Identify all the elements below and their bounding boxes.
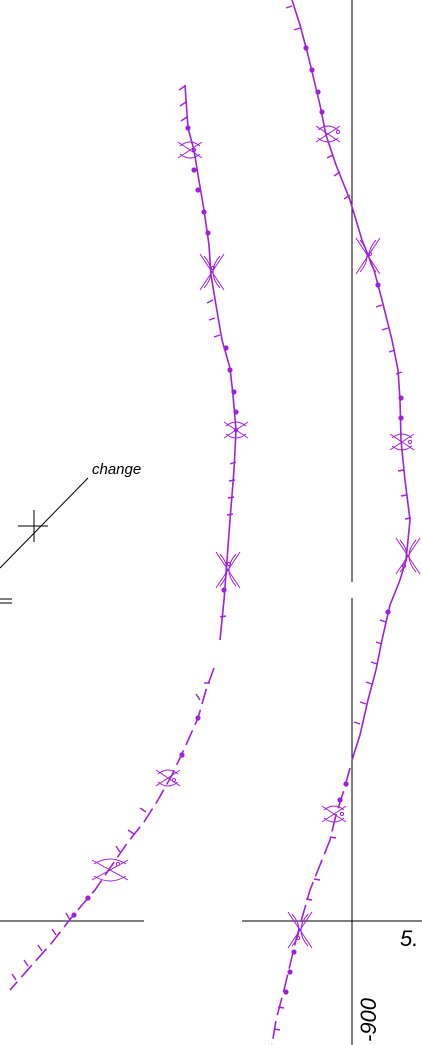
crossing-symbol-4 (215, 551, 241, 589)
annotation-label: change (92, 461, 141, 478)
crossing-symbol-7 (315, 125, 341, 143)
crossing-symbol-8 (355, 237, 381, 275)
route-left-vertices (71, 125, 239, 918)
route-left (9, 84, 239, 991)
crossing-symbol-5 (155, 769, 181, 787)
crossing-symbol-1 (177, 141, 203, 159)
coordinate-x-label: 5. (400, 926, 418, 951)
route-right-ticks (273, 5, 412, 1031)
crossing-symbol-11 (321, 805, 347, 823)
route-right-lower (271, 767, 351, 1045)
route-right-upper (291, 0, 411, 761)
crossing-symbol-6 (91, 858, 129, 882)
route-left-ticks (11, 85, 237, 981)
crossing-symbol-9 (389, 433, 415, 451)
crossing-symbols (91, 125, 421, 949)
crossing-symbol-3 (223, 421, 249, 439)
crossing-symbol-10 (395, 537, 421, 575)
route-right (271, 0, 412, 1045)
route-right-vertices (283, 45, 404, 995)
crossing-symbol-12 (287, 911, 313, 949)
route-left-lower (9, 667, 215, 991)
leader-line (0, 477, 89, 569)
coordinate-y-label: -900 (356, 997, 381, 1042)
route-left-upper (184, 84, 237, 641)
crossing-symbol-2 (199, 253, 225, 291)
